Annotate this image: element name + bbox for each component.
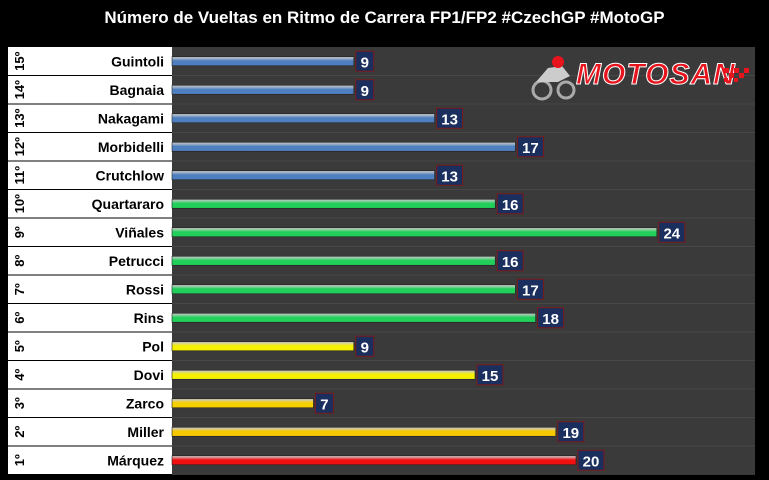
position-label: 8º [12,255,27,267]
position-label: 7º [12,283,27,295]
position-label: 9º [12,226,27,238]
position-label: 12º [12,137,27,156]
value-label: 9 [361,339,369,356]
bar [171,398,314,409]
category-label: Viñales [115,224,164,240]
category-label: Pol [142,338,164,354]
value-label-box [658,221,686,243]
bar [171,56,355,67]
position-label: 6º [12,312,27,324]
value-label: 13 [441,168,458,185]
category-label: Quartararo [92,196,164,212]
value-label: 20 [583,453,600,470]
value-label-box [436,164,464,186]
category-label: Morbidelli [98,139,164,155]
category-label: Bagnaia [110,82,165,98]
category-label: Dovi [134,367,164,383]
logo-text: MOTOSAN [576,58,736,92]
category-label: Guintoli [111,53,164,69]
bar [171,170,435,181]
value-label: 16 [502,197,519,214]
value-label-box [496,250,524,272]
value-label: 9 [361,83,369,100]
category-label: Petrucci [109,253,164,269]
value-label: 18 [542,311,559,328]
value-label: 15 [482,368,499,385]
value-label: 16 [502,254,519,271]
value-label: 7 [320,396,328,413]
position-label: 1º [12,454,27,466]
position-label: 14º [12,80,27,99]
position-label: 2º [12,426,27,438]
checkered-flag-icon [724,68,749,82]
category-label: Márquez [107,452,164,468]
bar [171,341,355,352]
position-label: 10º [12,194,27,213]
value-label-box [577,449,605,471]
value-label: 17 [522,140,539,157]
value-label-box [476,364,504,386]
bar [171,284,516,295]
value-label-box [557,421,585,443]
value-label-box [355,79,375,101]
value-label-box [355,335,375,357]
category-label: Rossi [126,281,164,297]
category-panel [30,47,172,475]
category-label: Rins [134,310,165,326]
bar [171,141,516,152]
value-label-box [537,307,565,329]
position-label: 11º [12,166,27,185]
value-label-box [516,278,544,300]
bar [171,113,435,124]
category-label: Crutchlow [96,167,165,183]
motosan-logo: MOTOSAN [528,52,750,102]
bar [171,426,557,437]
bar [171,369,476,380]
bar [171,255,496,266]
position-label: 15º [12,51,27,70]
bar [171,84,355,95]
category-label: Miller [127,424,164,440]
position-label: 3º [12,397,27,409]
position-label: 4º [12,369,27,381]
value-label: 13 [441,111,458,128]
position-panel [8,47,30,475]
value-label: 24 [663,225,680,242]
value-label-box [436,107,464,129]
bar [171,227,658,238]
category-label: Nakagami [98,110,164,126]
value-label: 9 [361,54,369,71]
position-label: 13º [12,108,27,127]
chart-title: Número de Vueltas en Ritmo de Carrera FP… [104,8,665,27]
position-label: 5º [12,340,27,352]
category-label: Zarco [126,395,164,411]
value-label: 17 [522,282,539,299]
value-label-box [355,50,375,72]
value-label: 19 [562,425,579,442]
value-label-box [496,193,524,215]
motorbike-rider-icon [531,56,576,101]
bar [171,455,577,466]
bar [171,198,496,209]
bar [171,312,536,323]
value-label-box [516,136,544,158]
value-label-box [314,392,334,414]
